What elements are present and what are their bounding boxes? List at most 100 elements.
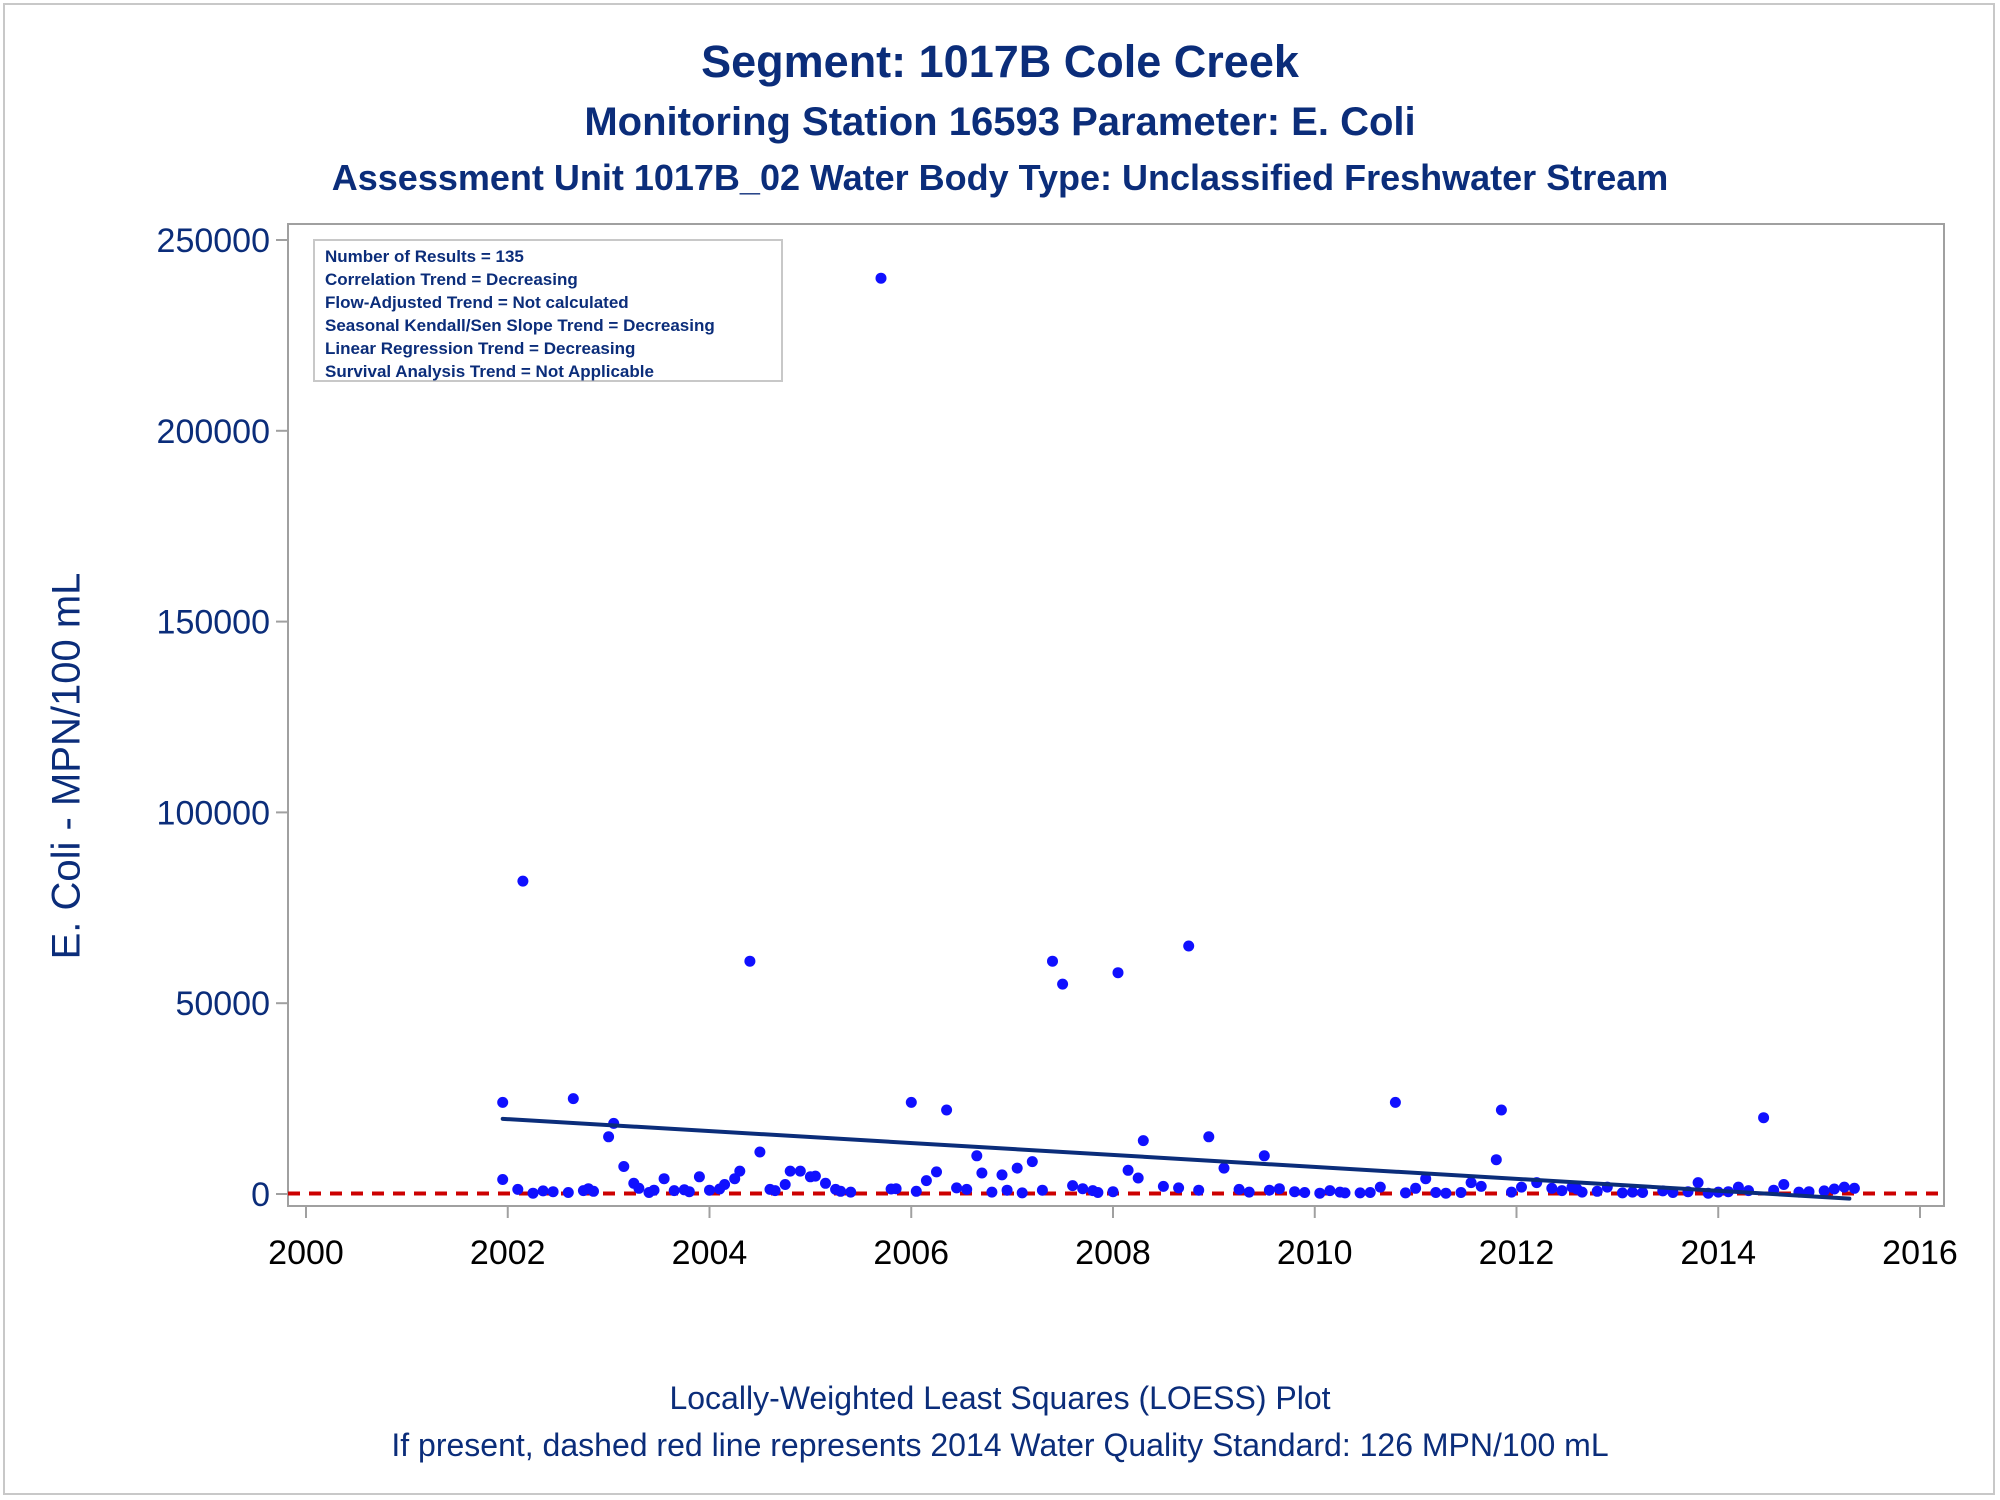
data-point bbox=[1324, 1185, 1336, 1197]
data-point bbox=[1556, 1185, 1568, 1197]
data-point bbox=[648, 1184, 660, 1196]
data-point bbox=[905, 1096, 917, 1108]
data-point bbox=[1218, 1162, 1230, 1174]
data-point bbox=[1132, 1172, 1144, 1184]
footnote-standard: If present, dashed red line represents 2… bbox=[391, 1427, 1609, 1463]
x-tick-label: 2000 bbox=[268, 1234, 344, 1272]
data-point bbox=[1758, 1112, 1770, 1124]
data-point bbox=[1576, 1186, 1588, 1198]
data-point bbox=[1233, 1183, 1245, 1195]
data-point bbox=[845, 1186, 857, 1198]
data-point bbox=[1420, 1173, 1432, 1185]
data-point bbox=[1263, 1184, 1275, 1196]
data-point bbox=[1001, 1184, 1013, 1196]
trend-statistics-box: Number of Results = 135 Correlation Tren… bbox=[313, 239, 783, 382]
data-point bbox=[1067, 1180, 1079, 1192]
y-tick-label: 200000 bbox=[157, 413, 270, 451]
data-point bbox=[562, 1187, 574, 1198]
data-point bbox=[1354, 1187, 1366, 1199]
x-tick-label: 2006 bbox=[873, 1234, 949, 1272]
data-point bbox=[1289, 1186, 1301, 1198]
data-point bbox=[779, 1179, 791, 1190]
data-point bbox=[754, 1146, 766, 1158]
data-point bbox=[537, 1185, 549, 1197]
data-point bbox=[794, 1165, 806, 1177]
data-point bbox=[1258, 1150, 1270, 1162]
stat-number-of-results: Number of Results = 135 bbox=[325, 247, 524, 266]
data-point bbox=[512, 1183, 524, 1195]
data-point bbox=[1243, 1186, 1255, 1198]
data-point bbox=[809, 1170, 821, 1182]
data-point bbox=[1465, 1177, 1477, 1189]
data-point bbox=[1122, 1164, 1134, 1176]
data-point bbox=[910, 1185, 922, 1197]
data-point bbox=[1203, 1131, 1215, 1143]
data-point bbox=[633, 1182, 645, 1194]
data-point bbox=[704, 1184, 715, 1196]
data-point bbox=[1410, 1182, 1422, 1194]
data-point bbox=[1440, 1187, 1452, 1199]
y-tick-label: 0 bbox=[251, 1176, 270, 1214]
data-point bbox=[1016, 1187, 1028, 1199]
x-tick-label: 2016 bbox=[1882, 1234, 1958, 1272]
x-tick-label: 2014 bbox=[1680, 1234, 1756, 1272]
data-point bbox=[1778, 1179, 1790, 1190]
data-point bbox=[920, 1175, 932, 1187]
data-point bbox=[890, 1183, 902, 1195]
data-point bbox=[517, 875, 529, 887]
data-point bbox=[1430, 1187, 1442, 1198]
data-point bbox=[941, 1104, 953, 1116]
plot-area-frame bbox=[287, 223, 1945, 1207]
x-tick-label: 2008 bbox=[1075, 1234, 1151, 1272]
y-tick-label: 50000 bbox=[175, 985, 270, 1023]
data-point bbox=[996, 1169, 1008, 1181]
data-point bbox=[1193, 1184, 1205, 1196]
data-point bbox=[1591, 1185, 1603, 1197]
data-point bbox=[547, 1186, 559, 1198]
data-point bbox=[497, 1174, 509, 1185]
data-point bbox=[961, 1183, 973, 1195]
footnote-loess: Locally-Weighted Least Squares (LOESS) P… bbox=[669, 1380, 1331, 1416]
data-point bbox=[971, 1150, 983, 1162]
data-point bbox=[658, 1173, 670, 1185]
data-point bbox=[1546, 1182, 1558, 1194]
data-point bbox=[1627, 1186, 1638, 1198]
data-point bbox=[1506, 1186, 1517, 1198]
data-point bbox=[835, 1185, 847, 1197]
data-point bbox=[719, 1179, 731, 1190]
data-point bbox=[1057, 978, 1069, 990]
data-point bbox=[618, 1161, 630, 1172]
data-point bbox=[986, 1186, 998, 1198]
data-point bbox=[1047, 955, 1058, 967]
data-point bbox=[1137, 1135, 1149, 1147]
data-point bbox=[875, 272, 887, 284]
x-tick-label: 2010 bbox=[1277, 1234, 1353, 1272]
data-point bbox=[1157, 1180, 1169, 1192]
data-point bbox=[1092, 1187, 1104, 1198]
x-tick-label: 2012 bbox=[1479, 1234, 1555, 1272]
stat-linear-regression-trend: Linear Regression Trend = Decreasing bbox=[325, 339, 636, 358]
data-point bbox=[1273, 1183, 1285, 1195]
data-point bbox=[683, 1186, 695, 1198]
data-point bbox=[497, 1096, 509, 1108]
data-point bbox=[1374, 1181, 1386, 1193]
data-point bbox=[1173, 1182, 1185, 1194]
data-point bbox=[693, 1171, 705, 1183]
data-point bbox=[1314, 1187, 1326, 1199]
stat-seasonal-kendall-trend: Seasonal Kendall/Sen Slope Trend = Decre… bbox=[325, 316, 715, 335]
data-point bbox=[1490, 1154, 1502, 1166]
data-point bbox=[1026, 1156, 1038, 1168]
data-point bbox=[1692, 1177, 1704, 1189]
data-point bbox=[1838, 1181, 1850, 1193]
stat-flow-adjusted-trend: Flow-Adjusted Trend = Not calculated bbox=[325, 293, 629, 312]
data-point bbox=[1389, 1096, 1401, 1108]
data-point bbox=[744, 955, 756, 967]
data-point bbox=[1011, 1162, 1023, 1174]
data-point bbox=[1818, 1185, 1830, 1197]
data-point bbox=[951, 1182, 963, 1194]
data-point bbox=[588, 1185, 599, 1197]
data-point bbox=[1828, 1183, 1840, 1195]
data-point bbox=[1616, 1187, 1628, 1199]
data-point bbox=[1339, 1187, 1351, 1199]
chart-subtitle-assessment: Assessment Unit 1017B_02 Water Body Type… bbox=[331, 157, 1669, 198]
